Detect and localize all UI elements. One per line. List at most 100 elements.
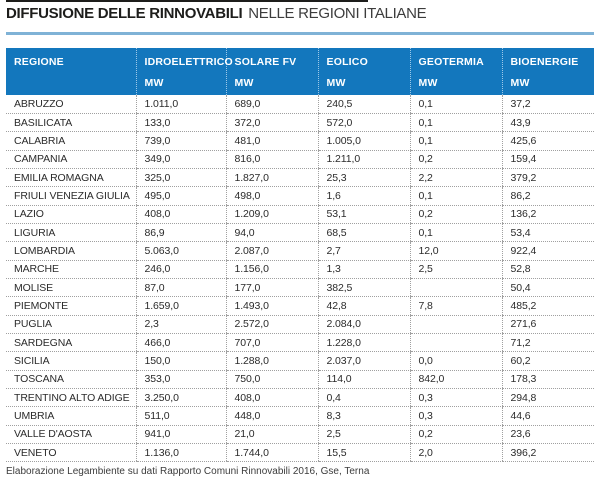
value-cell: 1.228,0 [317,333,410,353]
column-unit: MW [510,77,530,89]
page-title: DIFFUSIONE DELLE RINNOVABILI NELLE REGIO… [6,5,427,22]
value-cell: 53,4 [501,223,594,243]
value-cell: 485,2 [501,296,594,316]
value-cell: 60,2 [501,351,594,371]
table-row: TRENTINO ALTO ADIGE 3.250,0 408,0 0,4 0,3 294… [6,388,594,408]
value-cell: 379,2 [501,168,594,188]
region-name-cell: LOMBARDIA [6,241,136,261]
region-name-cell: CAMPANIA [6,150,136,169]
value-cell: 0,1 [409,113,502,133]
value-cell: 0,1 [409,186,502,206]
region-name-cell: SICILIA [6,351,136,371]
column-unit: MW [418,77,438,89]
value-cell: 53,1 [317,205,410,224]
value-cell: 0,3 [409,388,502,408]
value-cell: 511,0 [135,406,226,426]
value-cell: 1.156,0 [225,260,318,279]
value-cell: 1.288,0 [225,351,318,371]
value-cell: 271,6 [501,315,594,334]
region-name-cell: PUGLIA [6,315,136,334]
value-cell: 372,0 [225,113,318,133]
value-cell: 114,0 [317,370,410,390]
value-cell: 0,2 [409,150,502,169]
region-name-cell: MARCHE [6,260,136,279]
value-cell: 37,2 [501,95,594,114]
value-cell: 2.087,0 [225,241,318,261]
value-cell: 21,0 [225,425,318,445]
table-row: SICILIA 150,0 1.288,0 2.037,0 0,0 60,2 [6,351,594,371]
column-unit: MW [234,77,254,89]
value-cell: 481,0 [225,131,318,151]
value-cell: 5.063,0 [135,241,226,261]
value-cell: 0,1 [409,223,502,243]
value-cell: 133,0 [135,113,226,133]
value-cell: 842,0 [409,370,502,390]
column-header-geotermia: GEOTERMIA MW [409,48,502,95]
title-underline-rule [6,32,594,35]
value-cell: 750,0 [225,370,318,390]
value-cell: 136,2 [501,205,594,224]
value-cell: 71,2 [501,333,594,353]
table-row: TOSCANA 353,0 750,0 114,0 842,0 178,3 [6,370,594,390]
region-name-cell: LAZIO [6,205,136,224]
value-cell: 44,6 [501,406,594,426]
value-cell: 941,0 [135,425,226,445]
table-row: ABRUZZO 1.011,0 689,0 240,5 0,1 37,2 [6,95,594,114]
value-cell: 68,5 [317,223,410,243]
value-cell: 707,0 [225,333,318,353]
value-cell: 1.005,0 [317,131,410,151]
table-row: VALLE D'AOSTA 941,0 21,0 2,5 0,2 23,6 [6,425,594,445]
value-cell: 0,3 [409,406,502,426]
region-name-cell: TRENTINO ALTO ADIGE [6,388,136,408]
table-row: MARCHE 246,0 1.156,0 1,3 2,5 52,8 [6,260,594,279]
value-cell: 43,9 [501,113,594,133]
value-cell: 816,0 [225,150,318,169]
value-cell: 1.744,0 [225,443,318,463]
region-name-cell: VALLE D'AOSTA [6,425,136,445]
region-name-cell: EMILIA ROMAGNA [6,168,136,188]
table-row: PUGLIA 2,3 2.572,0 2.084,0 271,6 [6,315,594,334]
value-cell: 2.572,0 [225,315,318,334]
value-cell: 3.250,0 [135,388,226,408]
value-cell: 2,0 [409,443,502,463]
column-header-eolico: EOLICO MW [317,48,410,95]
value-cell: 178,3 [501,370,594,390]
value-cell: 0,1 [409,95,502,114]
value-cell [409,278,502,298]
value-cell: 448,0 [225,406,318,426]
region-name-cell: CALABRIA [6,131,136,151]
value-cell: 0,2 [409,425,502,445]
value-cell: 0,1 [409,131,502,151]
column-label: REGIONE [14,56,64,68]
value-cell [409,315,502,334]
value-cell: 466,0 [135,333,226,353]
column-label: EOLICO [326,56,368,68]
column-header-idroelettrico: IDROELETTRICO MW [135,48,233,95]
region-name-cell: TOSCANA [6,370,136,390]
value-cell: 425,6 [501,131,594,151]
table-row: SARDEGNA 466,0 707,0 1.228,0 71,2 [6,333,594,353]
value-cell: 23,6 [501,425,594,445]
column-label: SOLARE FV [234,56,297,68]
table-header-row: REGIONE IDROELETTRICO MW SOLARE FV MW EOLICO M… [6,48,594,95]
value-cell: 25,3 [317,168,410,188]
table-row: LOMBARDIA 5.063,0 2.087,0 2,7 12,0 922,4 [6,241,594,261]
table-row: CALABRIA 739,0 481,0 1.005,0 0,1 425,6 [6,131,594,151]
region-name-cell: ABRUZZO [6,95,136,114]
region-name-cell: SARDEGNA [6,333,136,353]
value-cell: 50,4 [501,278,594,298]
column-unit: MW [326,77,346,89]
title-secondary: NELLE REGIONI ITALIANE [248,5,427,22]
table-header: REGIONE IDROELETTRICO MW SOLARE FV MW EOLICO M… [6,48,594,95]
column-unit: MW [144,77,164,89]
table-row: CAMPANIA 349,0 816,0 1.211,0 0,2 159,4 [6,150,594,169]
value-cell: 0,4 [317,388,410,408]
value-cell: 349,0 [135,150,226,169]
value-cell: 1.209,0 [225,205,318,224]
value-cell: 1.011,0 [135,95,226,114]
value-cell: 353,0 [135,370,226,390]
title-primary: DIFFUSIONE DELLE RINNOVABILI [6,5,243,22]
value-cell: 42,8 [317,296,410,316]
value-cell: 2,2 [409,168,502,188]
